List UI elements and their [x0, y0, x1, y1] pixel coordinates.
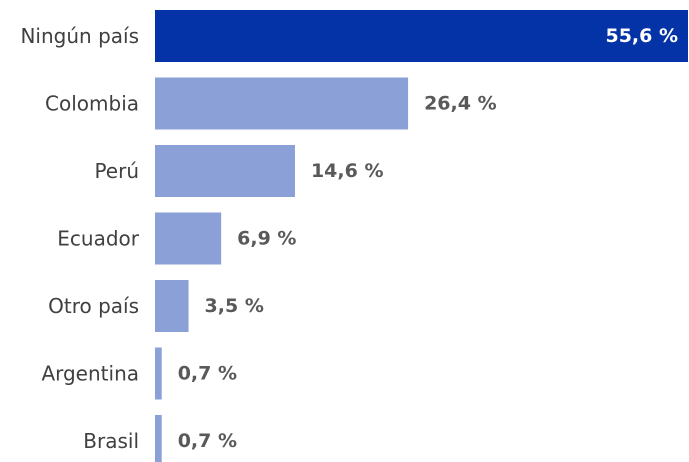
- bar-argentina: [155, 347, 162, 400]
- value-label-brasil: 0,7 %: [178, 430, 237, 452]
- category-label-colombia: Colombia: [45, 92, 139, 116]
- value-label-ningun-pais: 55,6 %: [605, 25, 678, 47]
- category-label-ningun-pais: Ningún país: [20, 24, 139, 48]
- category-labels: Ningún país Colombia Perú Ecuador Otro país A…: [20, 24, 139, 453]
- value-label-peru: 14,6 %: [311, 160, 384, 182]
- value-label-ecuador: 6,9 %: [237, 228, 296, 250]
- value-label-otro-pais: 3,5 %: [205, 295, 264, 317]
- bar-colombia: [155, 77, 409, 130]
- value-label-argentina: 0,7 %: [178, 363, 237, 385]
- bar-ningun-pais: [155, 10, 688, 62]
- category-label-ecuador: Ecuador: [57, 227, 139, 251]
- bars-layer: [155, 10, 688, 462]
- value-label-colombia: 26,4 %: [424, 93, 497, 115]
- bar-ecuador: [155, 212, 222, 265]
- bar-peru: [155, 145, 295, 197]
- category-label-otro-pais: Otro país: [48, 294, 139, 318]
- category-label-argentina: Argentina: [41, 362, 139, 386]
- category-label-brasil: Brasil: [83, 429, 139, 453]
- bar-otro-pais: [155, 280, 189, 332]
- value-labels: 55,6 % 26,4 % 14,6 % 6,9 % 3,5 % 0,7 % 0,7 %: [178, 25, 678, 452]
- bar-brasil: [155, 415, 162, 462]
- category-label-peru: Perú: [94, 159, 139, 183]
